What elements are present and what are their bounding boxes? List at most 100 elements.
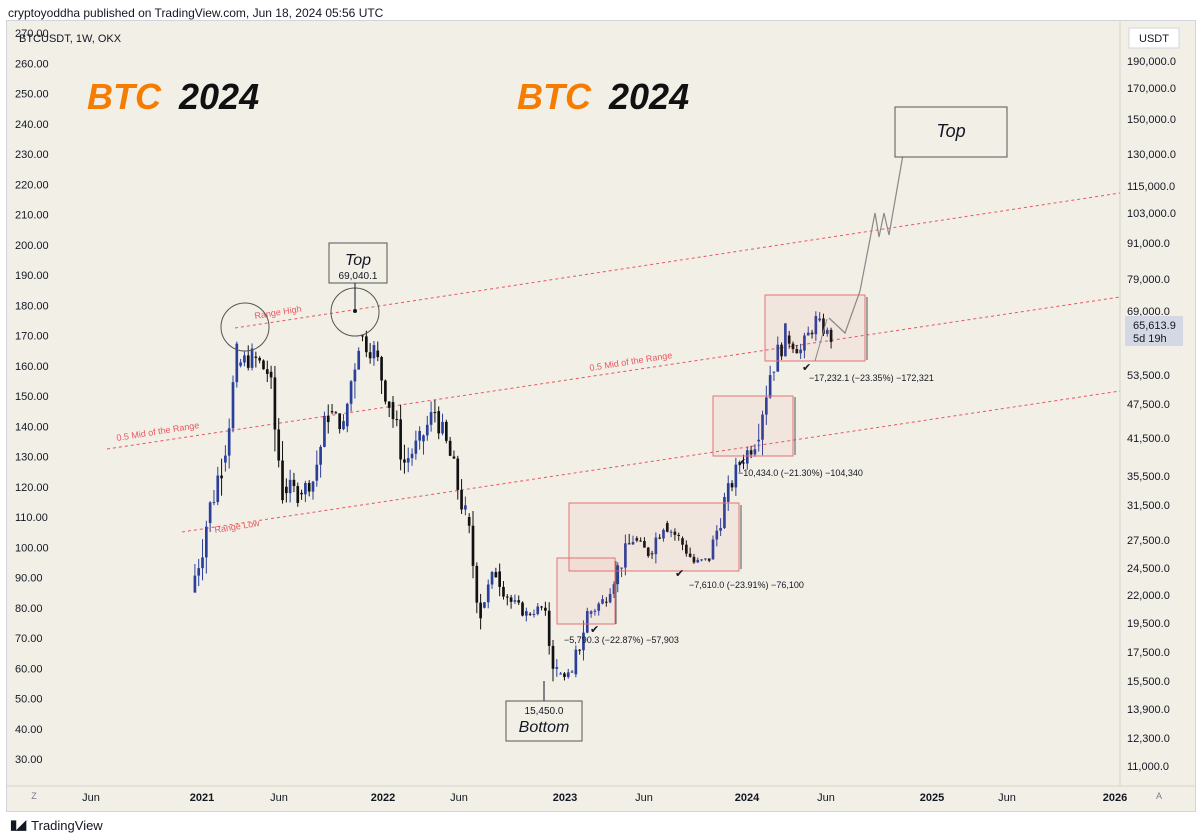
last-price-badge — [1125, 316, 1183, 346]
candle-body — [353, 369, 357, 382]
tradingview-logo-icon: ▮◢ — [10, 817, 26, 832]
candle-body — [643, 540, 646, 548]
candle-body — [425, 424, 429, 436]
candle-body — [208, 502, 212, 524]
symbol-legend[interactable]: BTCUSDT, 1W, OKX — [19, 33, 122, 45]
chart-title-left: BTC 2024 — [87, 76, 259, 117]
candle-body — [307, 482, 311, 492]
candle-body — [574, 649, 578, 675]
bottom-annotation-box[interactable] — [505, 700, 583, 742]
left-tick-label: 260.00 — [15, 58, 49, 70]
candle-body — [582, 632, 585, 651]
candle-body — [806, 332, 810, 336]
candle-body — [197, 568, 201, 576]
right-axis-ticks: 190,000.0 170,000.0 150,000.0 130,000.0 115,… — [1127, 56, 1176, 773]
candle-body — [787, 335, 791, 344]
candle-body — [239, 362, 242, 366]
left-tick-label: 110.00 — [15, 512, 48, 524]
projection-top-box[interactable] — [894, 106, 1008, 158]
candle-body — [521, 602, 524, 616]
candle-body — [810, 332, 814, 335]
candle-body — [635, 538, 639, 541]
candle-body — [505, 596, 509, 598]
left-tick-label: 40.00 — [15, 724, 43, 736]
candle-body — [734, 464, 738, 488]
right-tick-label: 35,500.0 — [1127, 471, 1170, 483]
left-tick-label: 220.00 — [15, 179, 49, 191]
candle-body — [490, 572, 494, 585]
candle-body — [757, 439, 761, 442]
candle-body — [528, 613, 532, 615]
left-tick-label: 130.00 — [15, 452, 49, 464]
candle-body — [761, 414, 764, 440]
candle-body — [688, 553, 692, 557]
candle-body — [292, 479, 296, 487]
consolidation-box-4[interactable] — [764, 294, 866, 362]
right-tick-label: 17,500.0 — [1127, 647, 1170, 659]
consolidation-box-1[interactable] — [556, 557, 616, 625]
candle-body — [563, 673, 566, 677]
top-annotation-box[interactable] — [328, 242, 388, 284]
left-tick-label: 90.00 — [15, 573, 43, 585]
right-tick-label: 19,500.0 — [1127, 618, 1170, 630]
right-tick-label: 47,500.0 — [1127, 399, 1170, 411]
chart-svg[interactable]: 270.00 260.00 250.00 240.00 230.00 220.00 210.… — [7, 21, 1195, 811]
consolidation-box-2[interactable] — [568, 502, 740, 572]
candle-body — [357, 350, 361, 370]
chart-frame[interactable]: 270.00 260.00 250.00 240.00 230.00 220.00 210.… — [6, 20, 1196, 812]
candle-body — [700, 559, 703, 561]
projection-top-label: Top — [936, 121, 965, 141]
x-tick-label: 2022 — [371, 792, 395, 804]
candle-body — [334, 412, 338, 414]
footer-brand[interactable]: TradingView — [31, 817, 103, 833]
candle-body — [300, 492, 303, 495]
right-tick-label: 41,500.0 — [1127, 433, 1170, 445]
candle-body — [399, 419, 402, 460]
candle-body — [624, 543, 627, 568]
left-tick-label: 200.00 — [15, 240, 49, 252]
candle-body — [799, 349, 802, 354]
candle-body — [654, 537, 658, 555]
candle-body — [235, 343, 239, 383]
left-tick-label: 240.00 — [15, 119, 49, 131]
candle-body — [681, 538, 684, 545]
candle-body — [517, 600, 521, 603]
candle-body — [414, 440, 418, 454]
x-tick-label: 2025 — [920, 792, 944, 804]
auto-scale-left-badge[interactable]: Z — [31, 791, 37, 801]
candle-body — [273, 377, 277, 430]
title-center-orange: BTC — [517, 76, 592, 117]
right-tick-label: 31,500.0 — [1127, 500, 1170, 512]
candle-body — [723, 496, 726, 529]
candle-body — [201, 557, 204, 569]
consolidation-box-3[interactable] — [712, 395, 794, 457]
left-tick-label: 60.00 — [15, 663, 43, 675]
currency-badge[interactable] — [1128, 27, 1180, 49]
candle-body — [662, 529, 665, 539]
candle-body — [205, 526, 208, 558]
left-tick-label: 70.00 — [15, 633, 43, 645]
range-low-line[interactable] — [181, 390, 1121, 533]
candle-body — [677, 534, 681, 536]
range-low-label: Range Low — [214, 518, 261, 535]
candle-body — [742, 462, 745, 464]
candle-body — [818, 318, 821, 321]
last-price: 65,613.9 — [1133, 320, 1176, 332]
candle-body — [601, 599, 604, 604]
drawdown-label-1: −5,790.3 (−22.87%) −57,903 — [564, 635, 679, 645]
candle-body — [193, 575, 197, 593]
range-high-line[interactable] — [234, 192, 1121, 329]
candle-body — [494, 572, 498, 578]
auto-scale-right-badge[interactable]: A — [1156, 791, 1162, 801]
candle-body — [448, 440, 452, 456]
candle-body — [753, 449, 757, 455]
top-annotation-value: 69,040.1 — [339, 271, 378, 282]
projection-path[interactable] — [828, 148, 905, 335]
candle-body — [765, 397, 768, 415]
candle-body — [509, 597, 513, 602]
check-icon-3: ✔ — [737, 457, 746, 469]
candle-body — [387, 401, 391, 408]
candle-body — [269, 371, 273, 378]
candle-body — [452, 456, 456, 459]
right-tick-label: 53,500.0 — [1127, 370, 1170, 382]
